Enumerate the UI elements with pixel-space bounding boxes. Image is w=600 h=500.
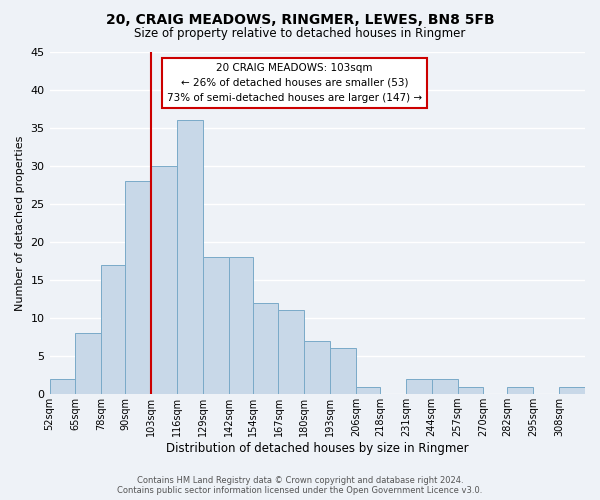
Bar [508,386,533,394]
Bar [229,257,253,394]
Bar [330,348,356,394]
X-axis label: Distribution of detached houses by size in Ringmer: Distribution of detached houses by size … [166,442,469,455]
Bar [125,181,151,394]
Bar [253,303,278,394]
Bar [101,264,125,394]
Text: Size of property relative to detached houses in Ringmer: Size of property relative to detached ho… [134,28,466,40]
Bar [203,257,229,394]
Text: 20, CRAIG MEADOWS, RINGMER, LEWES, BN8 5FB: 20, CRAIG MEADOWS, RINGMER, LEWES, BN8 5… [106,12,494,26]
Bar [151,166,177,394]
Bar [356,386,380,394]
Text: Contains HM Land Registry data © Crown copyright and database right 2024.
Contai: Contains HM Land Registry data © Crown c… [118,476,482,495]
Bar [50,379,76,394]
Bar [304,341,330,394]
Bar [432,379,458,394]
Bar [406,379,432,394]
Y-axis label: Number of detached properties: Number of detached properties [15,135,25,310]
Bar [177,120,203,394]
Bar [458,386,484,394]
Text: 20 CRAIG MEADOWS: 103sqm
← 26% of detached houses are smaller (53)
73% of semi-d: 20 CRAIG MEADOWS: 103sqm ← 26% of detach… [167,63,422,102]
Bar [559,386,585,394]
Bar [76,333,101,394]
Bar [278,310,304,394]
